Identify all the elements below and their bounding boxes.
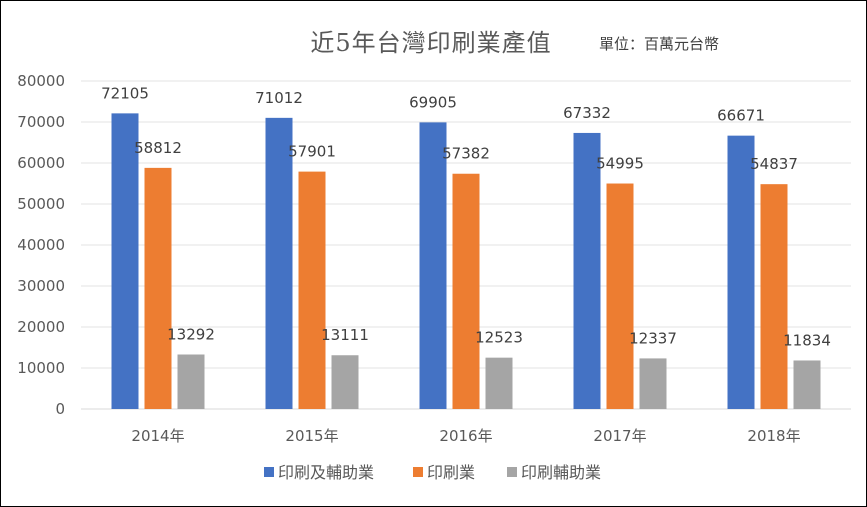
- legend-swatch: [413, 467, 423, 477]
- data-label: 67332: [563, 104, 611, 122]
- y-tick-label: 50000: [17, 195, 65, 213]
- bar: [177, 354, 205, 409]
- legend-swatch: [264, 467, 274, 477]
- data-label: 54837: [750, 155, 798, 173]
- unit-note: 單位：百萬元台幣: [599, 35, 719, 53]
- data-label: 72105: [101, 84, 149, 102]
- bar: [606, 183, 634, 409]
- y-axis: 0 10000 20000 30000 40000 50000 60000 70000 8000…: [17, 72, 65, 418]
- legend-label: 印刷業: [427, 463, 475, 482]
- bar: [760, 184, 788, 409]
- bar: [727, 135, 755, 409]
- bar: [419, 122, 447, 410]
- legend: 印刷及輔助業 印刷業 印刷輔助業: [264, 463, 601, 482]
- x-tick-label: 2017年: [593, 427, 646, 445]
- data-label: 71012: [255, 89, 303, 107]
- data-label: 12337: [629, 329, 677, 347]
- chart-title: 近5年台灣印刷業產值: [310, 29, 551, 57]
- x-tick-label: 2018年: [747, 427, 800, 445]
- y-tick-label: 30000: [17, 277, 65, 295]
- y-tick-label: 60000: [17, 154, 65, 172]
- bar: [452, 173, 480, 409]
- data-label: 69905: [409, 93, 457, 111]
- data-label: 57382: [442, 145, 490, 163]
- bar: [793, 360, 821, 409]
- x-tick-label: 2016年: [439, 427, 492, 445]
- x-tick-label: 2014年: [131, 427, 184, 445]
- bar: [485, 357, 513, 409]
- data-label: 58812: [134, 139, 182, 157]
- bars: [111, 113, 821, 410]
- legend-label: 印刷輔助業: [521, 463, 601, 482]
- legend-label: 印刷及輔助業: [278, 463, 374, 482]
- y-tick-label: 40000: [17, 236, 65, 254]
- data-labels: 72105 58812 13292 71012 57901 13111 69905 57382…: [101, 84, 831, 349]
- y-tick-label: 20000: [17, 318, 65, 336]
- y-tick-label: 0: [55, 400, 65, 418]
- bar: [573, 132, 601, 410]
- bar: [298, 171, 326, 409]
- legend-swatch: [507, 467, 517, 477]
- x-axis: 2014年 2015年 2016年 2017年 2018年: [131, 427, 800, 445]
- y-tick-label: 10000: [17, 359, 65, 377]
- data-label: 13292: [167, 326, 215, 344]
- data-label: 12523: [475, 329, 523, 347]
- data-label: 54995: [596, 155, 644, 173]
- data-label: 66671: [717, 107, 765, 125]
- y-tick-label: 80000: [17, 72, 65, 90]
- data-label: 11834: [783, 331, 831, 349]
- bar: [331, 355, 359, 409]
- x-tick-label: 2015年: [285, 427, 338, 445]
- bar: [265, 117, 293, 409]
- bar: [639, 358, 667, 409]
- data-label: 57901: [288, 143, 336, 161]
- bar: [144, 167, 172, 409]
- y-tick-label: 70000: [17, 113, 65, 131]
- bar: [111, 113, 139, 409]
- data-label: 13111: [321, 326, 369, 344]
